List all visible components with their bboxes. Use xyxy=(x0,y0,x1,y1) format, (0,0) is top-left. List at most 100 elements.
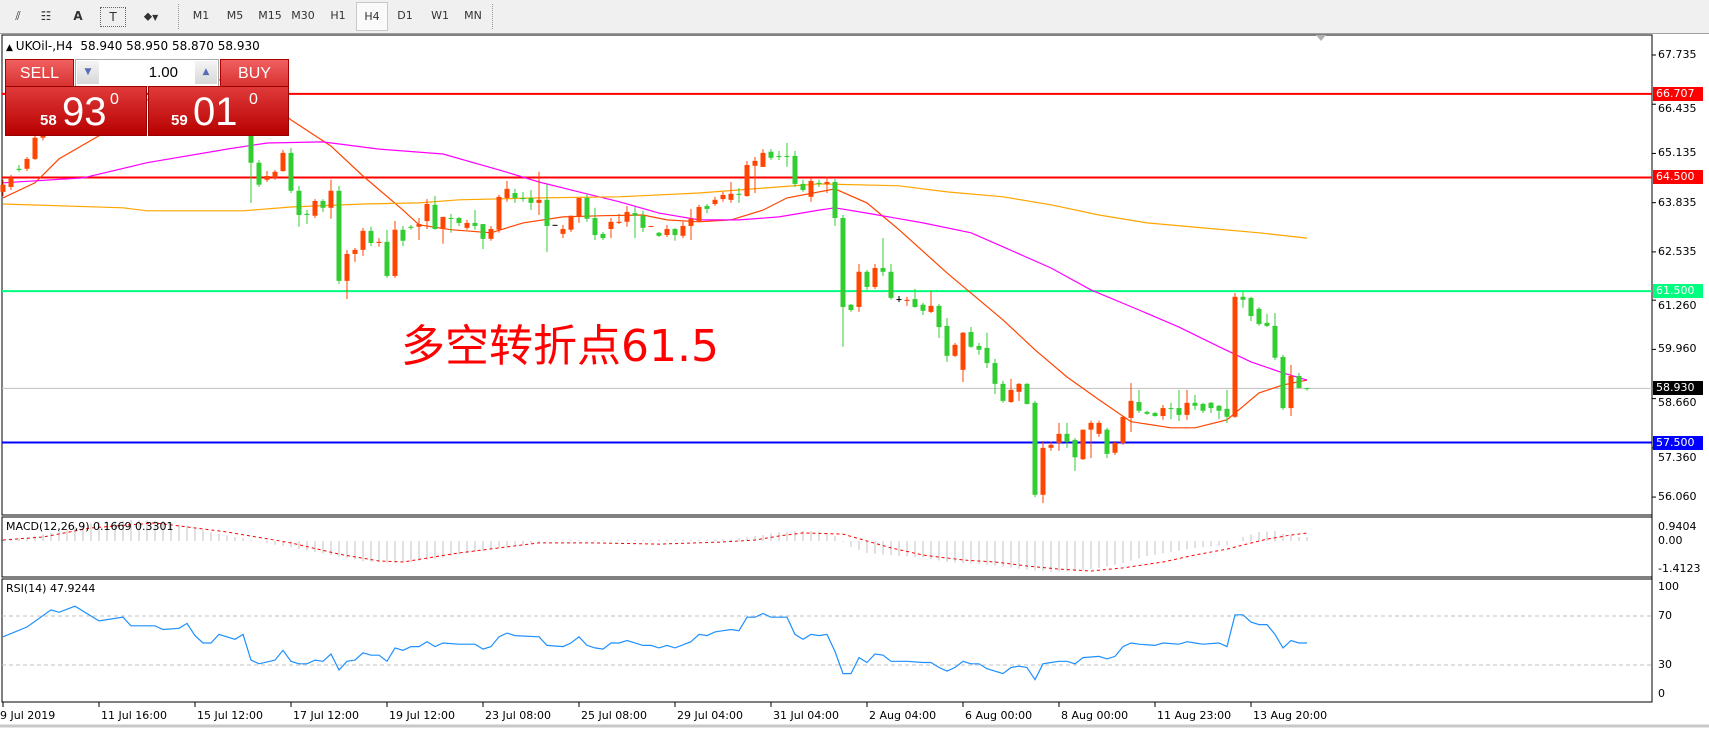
candle xyxy=(560,224,566,239)
candle xyxy=(1016,383,1022,401)
candle xyxy=(424,199,430,229)
toolbar: ⫽ ☷ A T ⬥▼ M1 M5 M15 M30 H1 H4 D1 W1 MN xyxy=(0,0,1709,34)
candle xyxy=(936,303,942,339)
collapse-triangle-icon[interactable]: ▲ xyxy=(6,43,16,53)
candle xyxy=(272,169,278,180)
lot-size-stepper[interactable]: ▼ 1.00 ▲ xyxy=(75,59,219,87)
candle-body xyxy=(456,218,462,223)
candle-body xyxy=(1104,429,1110,454)
text-label-icon[interactable]: T xyxy=(100,7,126,27)
candle xyxy=(264,171,270,183)
candle-body xyxy=(1240,296,1246,300)
candle xyxy=(1224,389,1230,423)
candle-body xyxy=(1184,402,1190,415)
candle-body xyxy=(904,299,910,301)
candle xyxy=(1000,380,1006,403)
candle xyxy=(1184,389,1190,420)
timeframe-h4[interactable]: H4 xyxy=(356,2,388,31)
candle xyxy=(328,179,334,219)
arrows-dropdown-icon[interactable]: ⬥▼ xyxy=(134,4,168,28)
candle xyxy=(848,303,854,312)
candle-body xyxy=(264,175,270,180)
candle-body xyxy=(1216,405,1222,411)
candle xyxy=(944,317,950,362)
candle-body xyxy=(872,267,878,287)
time-tick-label: 2 Aug 04:00 xyxy=(869,709,937,722)
text-tool-icon[interactable]: A xyxy=(73,9,83,23)
candle-body xyxy=(320,200,326,208)
bid-price-label: 58.930 xyxy=(1653,381,1703,396)
timeframe-mn[interactable]: MN xyxy=(464,9,482,22)
candle-body xyxy=(448,218,454,220)
timeframe-m30[interactable]: M30 xyxy=(291,9,315,22)
candle xyxy=(968,327,974,348)
timeframe-m15[interactable]: M15 xyxy=(258,9,282,22)
rsi-indicator xyxy=(2,605,1652,681)
candle xyxy=(392,221,398,278)
candle-body xyxy=(1056,433,1062,443)
candle xyxy=(1144,410,1150,415)
lot-increase-icon[interactable]: ▲ xyxy=(195,61,217,84)
candle-body xyxy=(368,230,374,243)
candle-body xyxy=(624,211,630,222)
candle-body xyxy=(552,224,558,226)
candle-body xyxy=(856,271,862,307)
candle xyxy=(1248,296,1254,321)
time-tick-label: 25 Jul 08:00 xyxy=(581,709,647,722)
candle-body xyxy=(816,182,822,184)
rsi-axis-70: 70 xyxy=(1658,609,1672,622)
buy-button[interactable]: BUY xyxy=(220,59,289,88)
lot-decrease-icon[interactable]: ▼ xyxy=(77,61,99,84)
candle xyxy=(496,194,502,233)
candle-body xyxy=(352,249,358,254)
candle-body xyxy=(824,182,830,184)
candle xyxy=(840,214,846,347)
candle-body xyxy=(560,228,566,234)
price-tick-label: 59.960 xyxy=(1658,342,1697,356)
candle xyxy=(864,269,870,290)
buy-price-box[interactable]: 59 01 0 xyxy=(148,86,289,136)
candle xyxy=(1216,405,1222,420)
candle-body xyxy=(8,177,14,187)
candle-body xyxy=(536,199,542,203)
candle-body xyxy=(512,193,518,198)
candle-body xyxy=(312,200,318,216)
timeframe-h1[interactable]: H1 xyxy=(330,9,346,22)
macd-label: MACD(12,26,9) 0.1669 0.3301 xyxy=(6,520,174,533)
candle xyxy=(1064,422,1070,448)
candle-body xyxy=(1144,411,1150,414)
candle-body xyxy=(928,305,934,312)
candle-body xyxy=(1176,408,1182,415)
candle xyxy=(304,210,310,225)
candle-body xyxy=(480,224,486,239)
time-tick-label: 17 Jul 12:00 xyxy=(293,709,359,722)
timeframe-m5[interactable]: M5 xyxy=(226,9,244,22)
candle xyxy=(992,358,998,395)
candle xyxy=(1176,389,1182,421)
candle xyxy=(312,199,318,219)
candle xyxy=(488,225,494,241)
equidistant-channel-icon[interactable]: ⫽ xyxy=(15,9,21,23)
rsi-axis-30: 30 xyxy=(1658,658,1672,671)
fibonacci-icon[interactable]: ☷ xyxy=(40,9,52,23)
timeframe-w1[interactable]: W1 xyxy=(431,9,449,22)
timeframe-d1[interactable]: D1 xyxy=(397,9,413,22)
sell-button[interactable]: SELL xyxy=(5,59,74,88)
chart-shift-marker[interactable] xyxy=(1316,35,1326,41)
candle-body xyxy=(880,267,886,272)
chart-annotation-text[interactable]: 多空转折点61.5 xyxy=(401,321,719,372)
timeframe-m1[interactable]: M1 xyxy=(192,9,210,22)
sell-price-box[interactable]: 58 93 0 xyxy=(5,86,147,136)
candle xyxy=(552,224,558,226)
candle-body xyxy=(848,304,854,311)
candle xyxy=(1112,441,1118,456)
candle xyxy=(696,204,702,222)
lot-size-input[interactable]: 1.00 xyxy=(148,64,178,81)
candle xyxy=(24,157,30,172)
candle xyxy=(1096,420,1102,437)
rsi-axis-100: 100 xyxy=(1658,580,1679,593)
candle-body xyxy=(392,229,398,276)
candle xyxy=(1256,306,1262,326)
candle-body xyxy=(920,304,926,311)
candle xyxy=(16,164,22,172)
